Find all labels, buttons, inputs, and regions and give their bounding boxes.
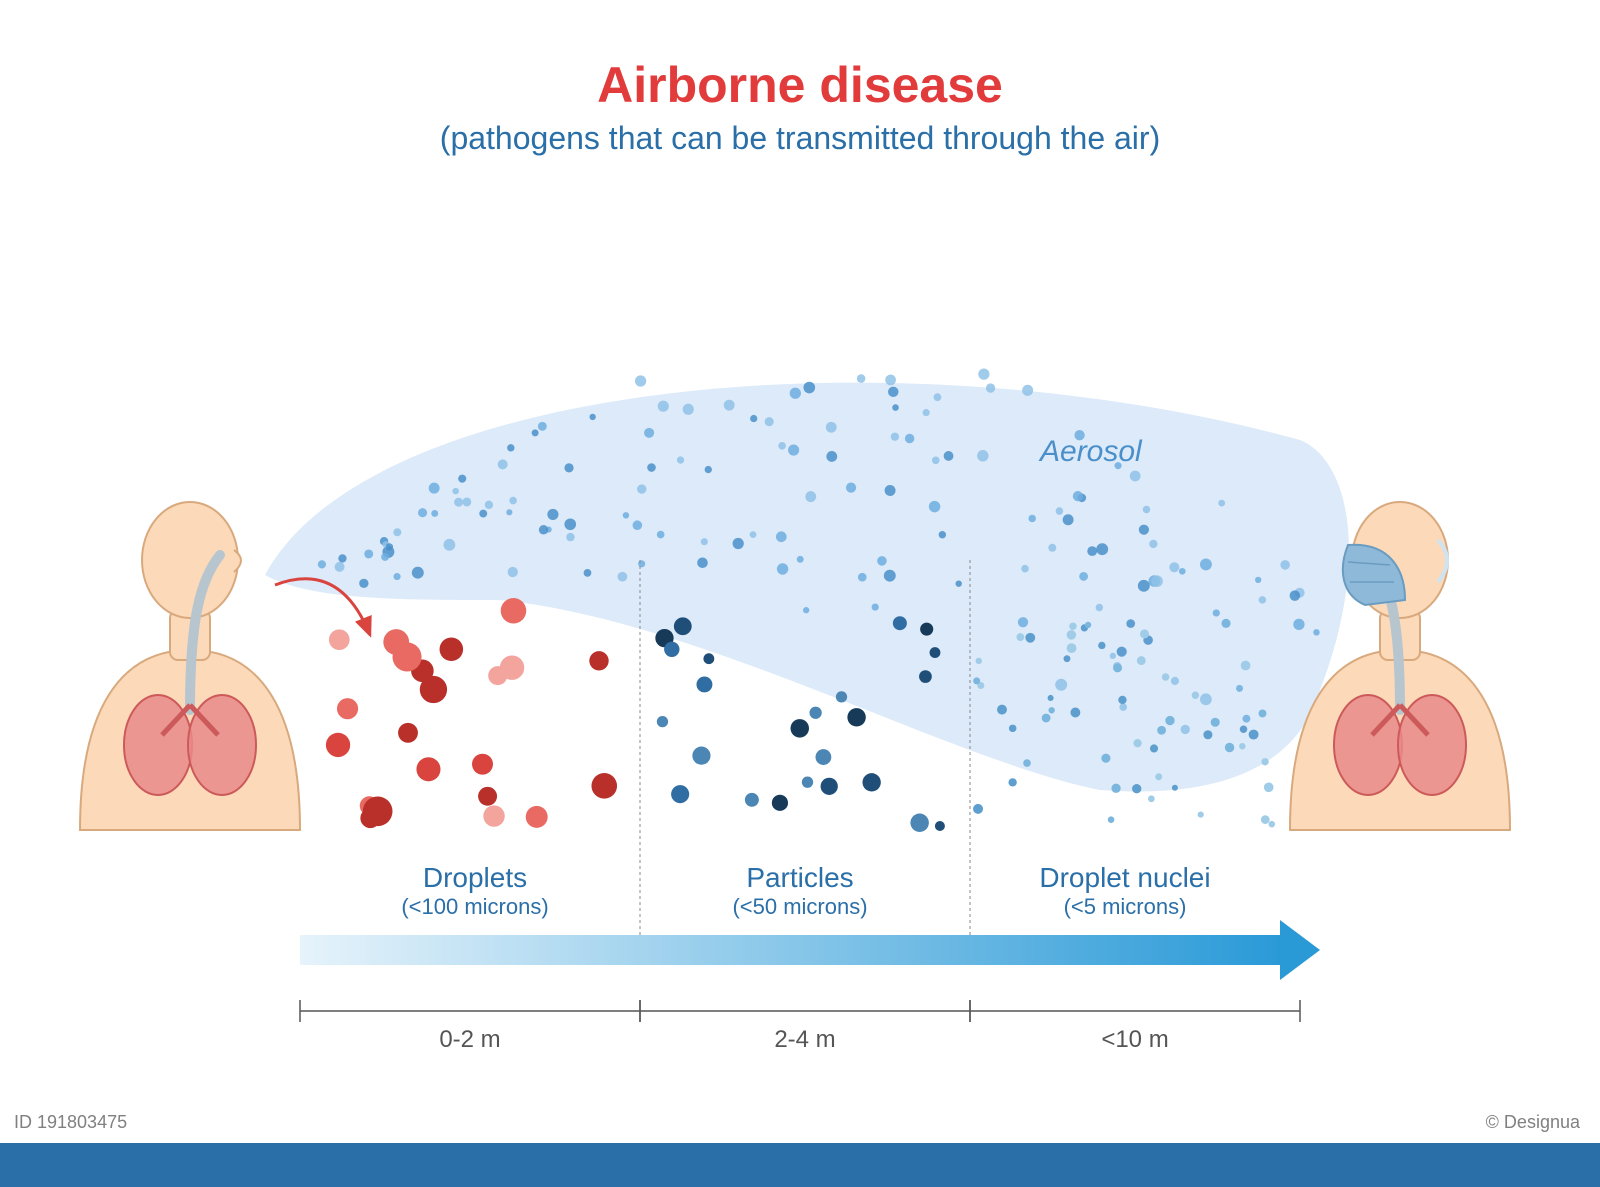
category-droplet-nuclei: Droplet nuclei(<5 microns)	[985, 862, 1265, 920]
watermark-author: © Designua	[1486, 1112, 1580, 1133]
category-title: Particles	[660, 862, 940, 894]
distance-label: 2-4 m	[640, 1026, 970, 1054]
bottom-bar	[0, 1143, 1600, 1187]
distance-label: <10 m	[970, 1026, 1300, 1054]
category-sub: (<5 microns)	[985, 894, 1265, 920]
distance-label: 0-2 m	[300, 1026, 640, 1054]
category-title: Droplet nuclei	[985, 862, 1265, 894]
category-sub: (<100 microns)	[335, 894, 615, 920]
category-title: Droplets	[335, 862, 615, 894]
distance-arrow-icon	[300, 920, 1320, 980]
category-droplets: Droplets(<100 microns)	[335, 862, 615, 920]
watermark-id: ID 191803475	[14, 1112, 127, 1133]
distance-brackets	[300, 1000, 1300, 1022]
person-left-icon	[80, 502, 300, 830]
category-particles: Particles(<50 microns)	[660, 862, 940, 920]
category-sub: (<50 microns)	[660, 894, 940, 920]
diagram-canvas	[0, 0, 1600, 1187]
aerosol-label: Aerosol	[1040, 435, 1142, 469]
